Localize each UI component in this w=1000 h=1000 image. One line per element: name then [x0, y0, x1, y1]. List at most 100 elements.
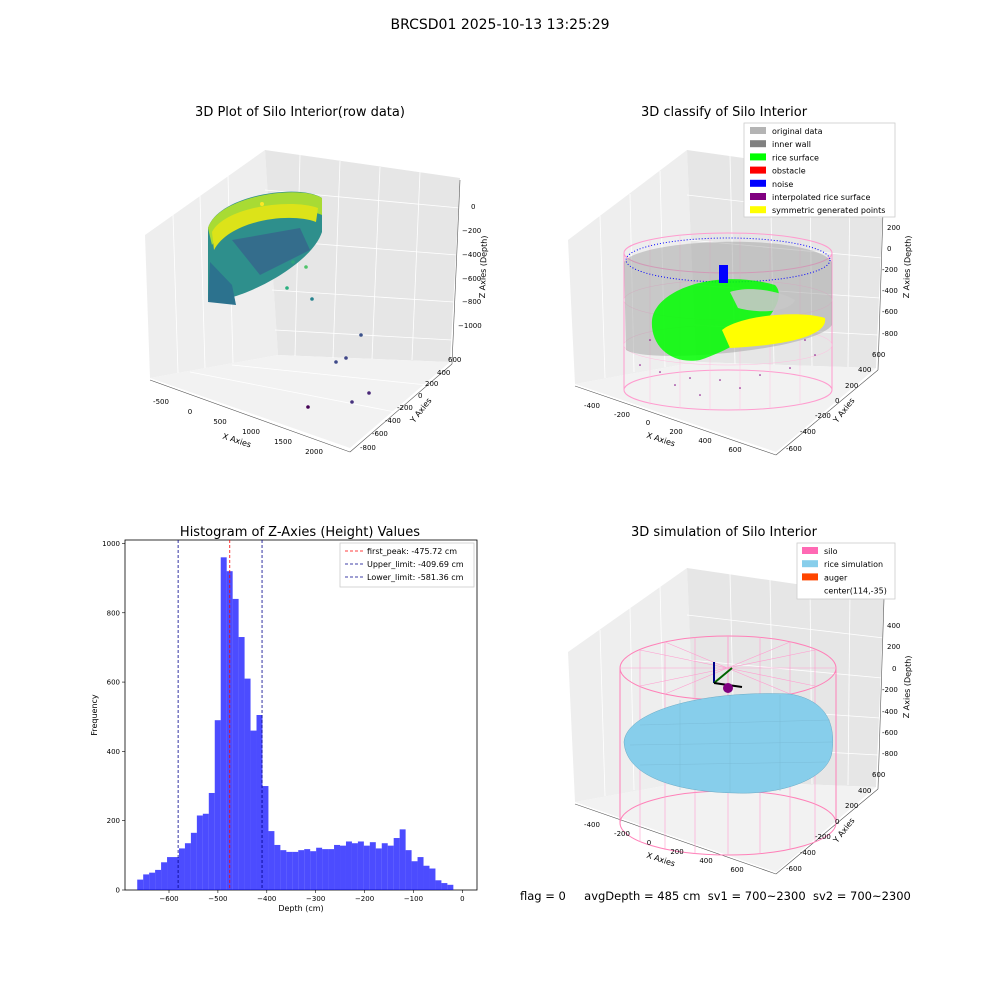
x-tick-label: −200	[355, 895, 374, 903]
histogram-bar	[399, 829, 406, 890]
panel2-data-points	[623, 232, 833, 411]
p4-ztick: 400	[887, 622, 900, 630]
legend-label: first_peak: -475.72 cm	[367, 547, 457, 556]
histogram-bar	[155, 869, 162, 890]
p1-ytick: 600	[448, 356, 461, 364]
p1-ztick: −800	[462, 298, 481, 306]
p4-xtick: -200	[614, 830, 630, 838]
x-tick-label: −500	[208, 895, 227, 903]
histogram-bar	[375, 848, 382, 890]
x-tick-label: −100	[404, 895, 423, 903]
legend-swatch	[750, 166, 766, 174]
histogram-bar	[214, 720, 221, 890]
p1-xtick: 0	[188, 408, 192, 416]
legend-swatch	[750, 179, 766, 187]
panel4-surface	[619, 635, 837, 856]
panel4-z-ticks: 400 200 0 -200 -400 -600 -800	[882, 622, 900, 758]
panel3-xlabel: Depth (cm)	[278, 904, 323, 913]
histogram-bar	[351, 843, 358, 890]
histogram-bar	[304, 849, 311, 890]
histogram-bar	[429, 868, 436, 890]
p2-ytick: -600	[786, 445, 802, 453]
p1-ytick: -200	[397, 404, 413, 412]
legend-label: silo	[824, 547, 838, 556]
status-line: flag = 0 avgDepth = 485 cm sv1 = 700~230…	[520, 889, 911, 903]
p4-ztick: 0	[892, 665, 896, 673]
panel3-title: Histogram of Z-Axies (Height) Values	[180, 525, 420, 540]
p2-ztick: -800	[882, 330, 898, 338]
p4-ztick: -600	[882, 729, 898, 737]
sv2-text: sv2 = 700~2300	[812, 889, 911, 903]
p2-ztick: -400	[882, 287, 898, 295]
histogram-bar	[405, 850, 412, 890]
histogram-bar	[357, 841, 364, 890]
p1-ztick: 0	[471, 203, 475, 211]
panel1-data-points	[208, 191, 371, 409]
panel1-y-ticks: 600 400 200 0 -200 -400 -600 -800	[360, 356, 461, 452]
sv1-text: sv1 = 700~2300	[707, 889, 806, 903]
histogram-bar	[345, 841, 352, 890]
p2-xtick: 600	[728, 446, 741, 454]
p2-xtick: -400	[584, 402, 600, 410]
legend-label: rice surface	[772, 153, 819, 162]
p4-ytick: -400	[800, 849, 816, 857]
histogram-bar	[256, 715, 263, 890]
panel2-title: 3D classify of Silo Interior	[641, 105, 808, 120]
p2-ytick: 600	[872, 351, 885, 359]
legend-label: noise	[772, 180, 793, 189]
legend-label: center(114,-35)	[824, 587, 887, 596]
p1-ztick: −600	[462, 275, 481, 283]
panel2-z-ticks: 200 0 -200 -400 -600 -800	[882, 224, 900, 338]
p1-ytick: -600	[372, 430, 388, 438]
legend-swatch	[750, 127, 766, 134]
p4-ztick: -800	[882, 750, 898, 758]
p2-ytick: 400	[858, 366, 871, 374]
histogram-bar	[310, 851, 317, 890]
y-tick-label: 800	[107, 609, 120, 617]
histogram-bar	[381, 843, 388, 890]
p1-ytick: 400	[437, 369, 450, 377]
legend-label: obstacle	[772, 167, 806, 176]
legend-label: original data	[772, 127, 823, 136]
histogram-bar	[244, 678, 251, 890]
x-tick-label: −600	[159, 895, 178, 903]
histogram-bar	[262, 786, 269, 890]
p4-xtick: -400	[584, 821, 600, 829]
histogram-bar	[220, 557, 227, 890]
histogram-bar	[369, 842, 376, 890]
p2-ztick: -600	[882, 308, 898, 316]
panel2-x-ticks: -400 -200 0 200 400 600	[584, 402, 742, 454]
legend-label: auger	[824, 573, 848, 582]
p1-ytick: -800	[360, 444, 376, 452]
p4-ztick: -400	[882, 708, 898, 716]
histogram-bar	[280, 850, 287, 890]
panel3-ylabel: Frequency	[90, 694, 99, 736]
histogram-bar	[173, 857, 179, 890]
p2-xtick: 200	[669, 428, 682, 436]
p1-xtick: 500	[213, 418, 226, 426]
histogram-bar	[167, 857, 174, 890]
panel1-x-ticks: -500 0 500 1000 1500 2000	[153, 398, 323, 456]
p1-ytick: 200	[425, 380, 438, 388]
p4-xtick: 400	[699, 857, 712, 865]
histogram-bar	[435, 880, 442, 890]
histogram-bar	[178, 848, 185, 890]
legend-swatch	[750, 153, 766, 161]
histogram-bar	[196, 815, 203, 890]
histogram-bar	[143, 874, 150, 890]
panel3-axes	[124, 539, 478, 891]
y-tick-label: 1000	[102, 540, 120, 548]
y-tick-label: 600	[107, 679, 120, 687]
p2-xtick: -200	[614, 411, 630, 419]
p4-ytick: -600	[786, 865, 802, 873]
histogram-bar	[411, 861, 418, 890]
panel4-title: 3D simulation of Silo Interior	[631, 525, 818, 540]
histogram-bar	[149, 872, 156, 890]
histogram-bar	[292, 851, 299, 890]
histogram-bar	[447, 884, 454, 890]
legend-swatch	[750, 193, 766, 200]
panel1-zlabel: Z Axies (Depth)	[478, 235, 489, 298]
histogram-bar	[334, 844, 341, 890]
legend-swatch	[802, 560, 818, 568]
p1-xtick: 2000	[305, 448, 323, 456]
